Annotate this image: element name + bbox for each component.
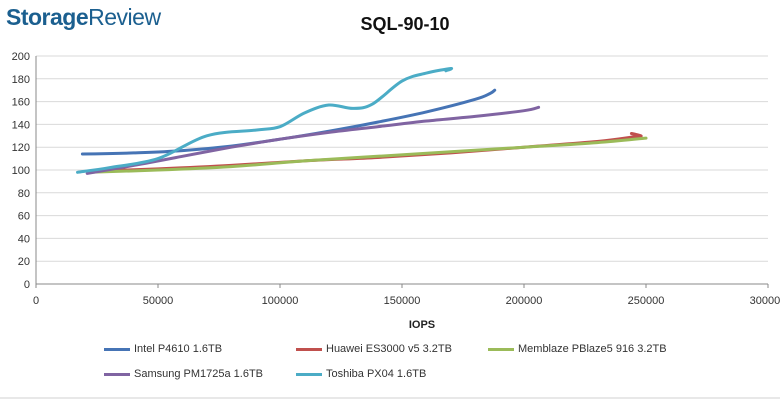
y-tick-label: 40	[18, 233, 30, 245]
y-tick-label: 180	[12, 74, 30, 86]
y-tick-label: 0	[24, 279, 30, 291]
brand-logo-part2: Review	[88, 4, 161, 30]
x-tick-label: 200000	[506, 295, 543, 307]
x-axis-label: IOPS	[409, 319, 435, 331]
grid-lines	[36, 55, 768, 262]
x-tick-label: 100000	[262, 295, 299, 307]
y-tick-label: 140	[12, 119, 30, 131]
tick-labels: 0 20 40 60 80 100 120 140 160 180 200 0 50000 100000 1…	[12, 51, 780, 307]
series-line-toshiba-px04-1-6tb	[76, 66, 454, 174]
y-tick-label: 200	[12, 51, 30, 63]
brand-logo-part1: Storage	[6, 4, 89, 30]
y-tick-label: 100	[12, 165, 30, 177]
x-tick-label: 300000	[750, 295, 780, 307]
series-lines	[76, 66, 648, 175]
y-tick-label: 160	[12, 97, 30, 109]
y-tick-label: 80	[18, 188, 30, 200]
x-tick-label: 50000	[143, 295, 174, 307]
x-tick-label: 250000	[628, 295, 665, 307]
x-tick-label: 150000	[384, 295, 421, 307]
y-tick-label: 120	[12, 142, 30, 154]
chart-title: SQL-90-10	[360, 14, 450, 34]
x-tick-label: 0	[33, 295, 39, 307]
series-line-memblaze-pblaze5-916-3-2tb	[88, 136, 648, 174]
y-tick-label: 60	[18, 211, 30, 223]
axes	[35, 56, 769, 288]
series-line-samsung-pm1725a-1-6tb	[85, 105, 541, 175]
brand-logo: StorageReview	[6, 4, 161, 31]
y-tick-label: 20	[18, 256, 30, 268]
